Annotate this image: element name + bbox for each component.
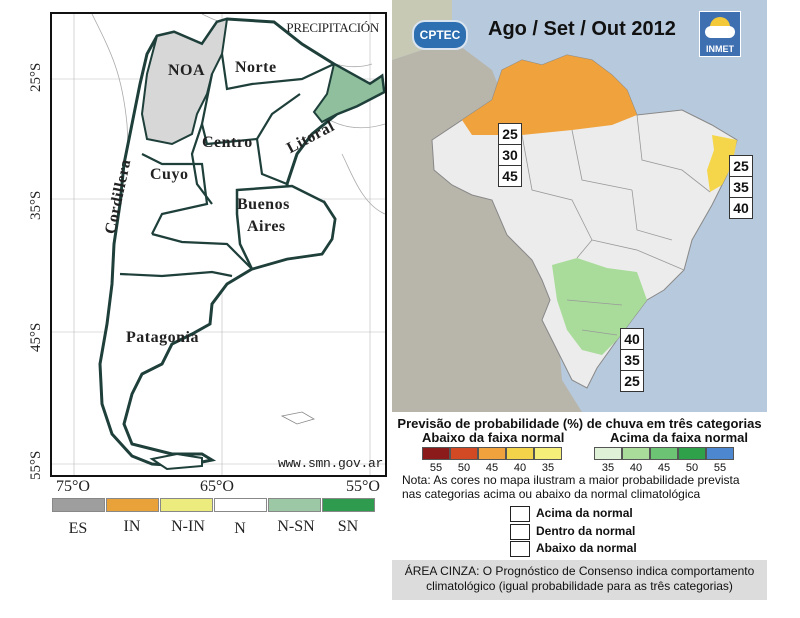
prob-north-normal: 30 <box>499 145 521 166</box>
category-row-below: Abaixo da normal <box>510 541 637 557</box>
legend-below-num-2: 45 <box>485 462 499 474</box>
lat-label-35s: 35°S <box>28 190 44 220</box>
cptec-logo: CPTEC <box>412 20 468 50</box>
prob-northeast-below: 40 <box>733 200 749 216</box>
legend-swatch-n-sn <box>268 498 321 512</box>
prob-south-above: 40 <box>621 329 643 350</box>
argentina-map <box>52 14 385 475</box>
legend-label-sn: SN <box>337 518 359 535</box>
region-label-noa: NOA <box>168 62 206 79</box>
category-label-normal: Dentro da normal <box>536 524 636 539</box>
prob-north-above: 25 <box>499 124 521 145</box>
legend-above-cell-40 <box>622 447 650 460</box>
category-box-above <box>510 506 530 522</box>
region-litoral-green-shape <box>312 62 385 124</box>
legend-below-cell-50 <box>450 447 478 460</box>
legend-above-label: Acima da faixa normal <box>610 430 748 445</box>
brazil-map-title: Ago / Set / Out 2012 <box>488 18 676 40</box>
legend-above-cell-45 <box>650 447 678 460</box>
category-box-normal <box>510 524 530 540</box>
malvinas-shape <box>280 411 316 425</box>
prob-box-south: 40 35 25 <box>620 328 644 392</box>
region-buenos-aires-shape <box>235 184 337 271</box>
prob-box-north: 25 30 45 <box>498 123 522 187</box>
region-north-orange <box>462 55 637 135</box>
legend-title: Previsão de probabilidade (%) de chuva e… <box>397 416 762 431</box>
legend-above-num-4: 55 <box>713 462 727 474</box>
legend-below-num-4: 35 <box>541 462 555 474</box>
cloud-icon <box>705 26 735 38</box>
lon-label-55o: 55°O <box>346 478 380 495</box>
gray-area-note: ÁREA CINZA: O Prognóstico de Consenso in… <box>392 560 767 600</box>
brazil-map <box>392 0 738 412</box>
brazil-legend: Previsão de probabilidade (%) de chuva e… <box>392 414 767 618</box>
legend-below-cell-45 <box>478 447 506 460</box>
lon-label-65o: 65°O <box>200 478 234 495</box>
region-label-aires: Aires <box>247 218 286 235</box>
legend-below-cell-55 <box>422 447 450 460</box>
category-row-above: Acima da normal <box>510 506 633 522</box>
category-label-above: Acima da normal <box>536 506 633 521</box>
legend-above-num-0: 35 <box>601 462 615 474</box>
legend-below-num-3: 40 <box>513 462 527 474</box>
prob-northeast-normal: 35 <box>730 177 752 198</box>
argentina-map-frame: PRECIPITACIÓN www.smn.gov.ar NOA Norte C… <box>50 12 387 477</box>
state-borders <box>521 114 711 336</box>
legend-label-n-in: N-IN <box>171 518 205 535</box>
region-label-patagonia: Patagonia <box>126 329 199 346</box>
lon-label-75o: 75°O <box>56 478 90 495</box>
legend-swatch-n <box>214 498 267 512</box>
legend-below-label: Abaixo da faixa normal <box>422 430 565 445</box>
region-label-buenos: Buenos <box>237 196 290 213</box>
brazil-map-frame: CPTEC Ago / Set / Out 2012 INMET 25 30 4… <box>392 0 767 412</box>
lat-label-45s: 45°S <box>28 322 44 352</box>
legend-above-num-3: 50 <box>685 462 699 474</box>
prob-north-below: 45 <box>502 168 518 184</box>
region-label-centro: Centro <box>202 134 253 151</box>
tierra-del-fuego-shape <box>149 452 203 471</box>
inmet-logo: INMET <box>699 11 741 57</box>
legend-swatch-in <box>106 498 159 512</box>
lat-label-25s: 25°S <box>28 62 44 92</box>
legend-below-num-0: 55 <box>429 462 443 474</box>
prob-south-normal: 35 <box>621 350 643 371</box>
legend-note: Nota: As cores no mapa ilustram a maior … <box>402 473 740 501</box>
legend-below-num-1: 50 <box>457 462 471 474</box>
legend-above-cell-50 <box>678 447 706 460</box>
legend-swatch-es <box>52 498 105 512</box>
category-row-normal: Dentro da normal <box>510 524 635 540</box>
legend-above-cell-55 <box>706 447 734 460</box>
prob-box-northeast: 25 35 40 <box>729 155 753 219</box>
legend-swatch-n-in <box>160 498 213 512</box>
legend-label-es: ES <box>68 520 88 537</box>
region-label-cuyo: Cuyo <box>150 166 189 183</box>
legend-label-n-sn: N-SN <box>277 518 315 535</box>
legend-above-cell-35 <box>594 447 622 460</box>
legend-label-n: N <box>234 520 246 537</box>
legend-above-num-2: 45 <box>657 462 671 474</box>
prob-northeast-above: 25 <box>730 156 752 177</box>
region-northeast-yellow <box>707 135 737 192</box>
category-label-below: Abaixo da normal <box>536 541 637 556</box>
legend-below-cell-40 <box>506 447 534 460</box>
andes-region-shape <box>392 40 582 412</box>
legend-swatch-sn <box>322 498 375 512</box>
arg-map-url: www.smn.gov.ar <box>277 456 383 471</box>
legend-below-cell-35 <box>534 447 562 460</box>
legend-label-in: IN <box>123 518 141 535</box>
region-borders <box>119 53 335 278</box>
legend-above-num-1: 40 <box>629 462 643 474</box>
prob-south-below: 25 <box>624 373 640 389</box>
region-label-norte: Norte <box>235 59 277 76</box>
category-box-below <box>510 541 530 557</box>
lat-label-55s: 55°S <box>28 450 44 480</box>
arg-map-title: PRECIPITACIÓN <box>286 20 379 35</box>
inmet-logo-text: INMET <box>706 44 734 54</box>
